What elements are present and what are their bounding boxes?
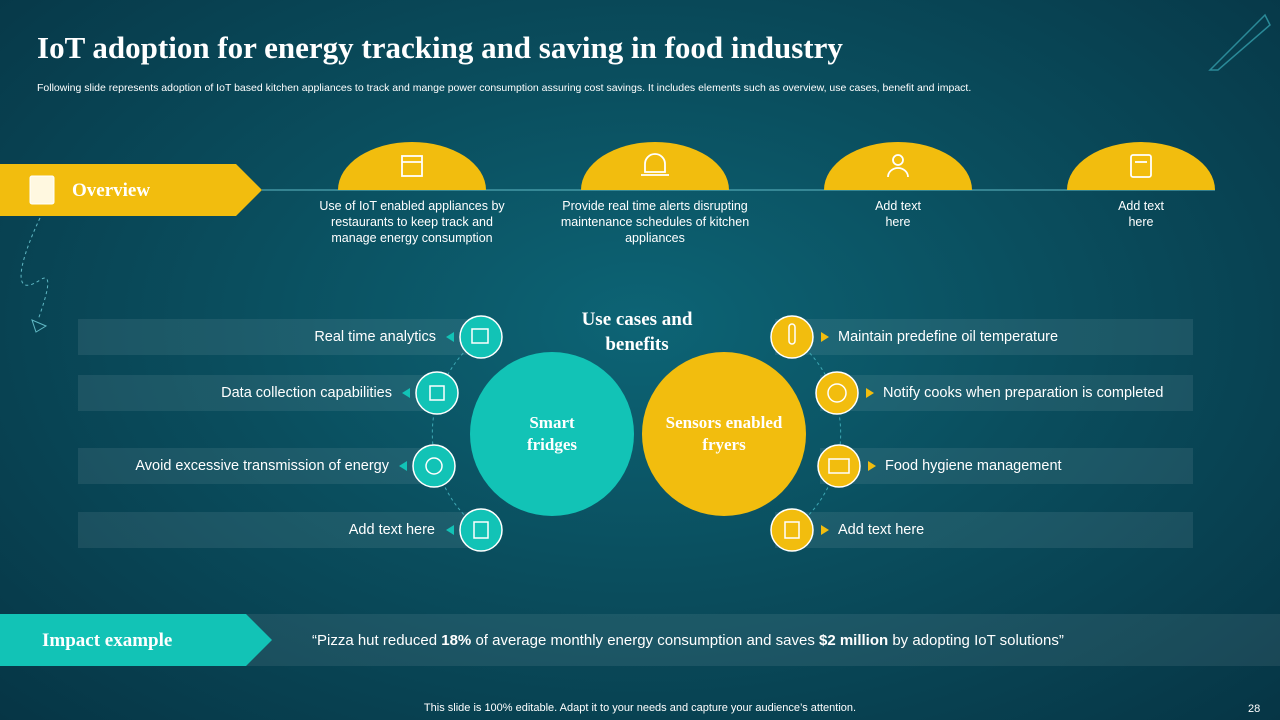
overview-item: Add text here — [875, 199, 921, 229]
quote-text: of average monthly energy consumption an… — [471, 632, 819, 649]
right-item: Notify cooks when preparation is complet… — [883, 385, 1164, 401]
right-item: Add text here — [838, 522, 925, 538]
left-item: Real time analytics — [314, 329, 436, 345]
right-icons — [770, 315, 861, 552]
deco-line — [20, 217, 49, 321]
footer-note: This slide is 100% editable. Adapt it to… — [423, 702, 857, 714]
subtitle: Following slide represents adoption of I… — [37, 82, 972, 94]
overview-item: Use of IoT enabled appliances by restaur… — [319, 199, 505, 245]
left-item: Avoid excessive transmission of energy — [135, 458, 389, 474]
overview-domes — [338, 142, 1215, 190]
quote-highlight: 18% — [441, 632, 472, 649]
impact-label: Impact example — [42, 630, 173, 651]
deco-pizza — [1208, 13, 1271, 71]
overview-label: Overview — [72, 180, 151, 201]
quote-text: “Pizza hut reduced — [312, 632, 442, 649]
overview-label-icon — [29, 175, 55, 205]
page-number: 28 — [1248, 703, 1261, 715]
dashed-arcs — [431, 336, 842, 531]
impact-arrow — [0, 614, 272, 666]
smart-fridges-circle — [470, 352, 634, 516]
quote-highlight: $2 million — [818, 632, 889, 649]
row-bars — [78, 319, 1193, 548]
overview-item: Add text here — [1118, 199, 1164, 229]
overview-icons — [401, 153, 1152, 178]
use-cases-title: Use cases and benefits — [581, 309, 693, 355]
left-circle-label: Smart fridges — [526, 413, 578, 454]
right-item: Maintain predefine oil temperature — [838, 329, 1059, 345]
title: IoT adoption for energy tracking and sav… — [37, 30, 843, 65]
deco-plane — [31, 319, 48, 333]
right-pointers — [821, 332, 876, 535]
left-item: Data collection capabilities — [221, 385, 392, 401]
right-item: Food hygiene management — [885, 458, 1062, 474]
left-item: Add text here — [348, 522, 435, 538]
left-icons — [412, 315, 503, 552]
fryers-circle — [642, 352, 806, 516]
overview-item: Provide real time alerts disrupting main… — [560, 199, 750, 245]
right-circle-label: Sensors enabled fryers — [665, 413, 783, 454]
quote-text: by adopting IoT solutions” — [888, 632, 1064, 649]
left-pointers — [399, 332, 454, 535]
overview-arrow — [0, 164, 262, 216]
impact-quote: “Pizza hut reduced 18% of average monthl… — [312, 632, 1064, 649]
